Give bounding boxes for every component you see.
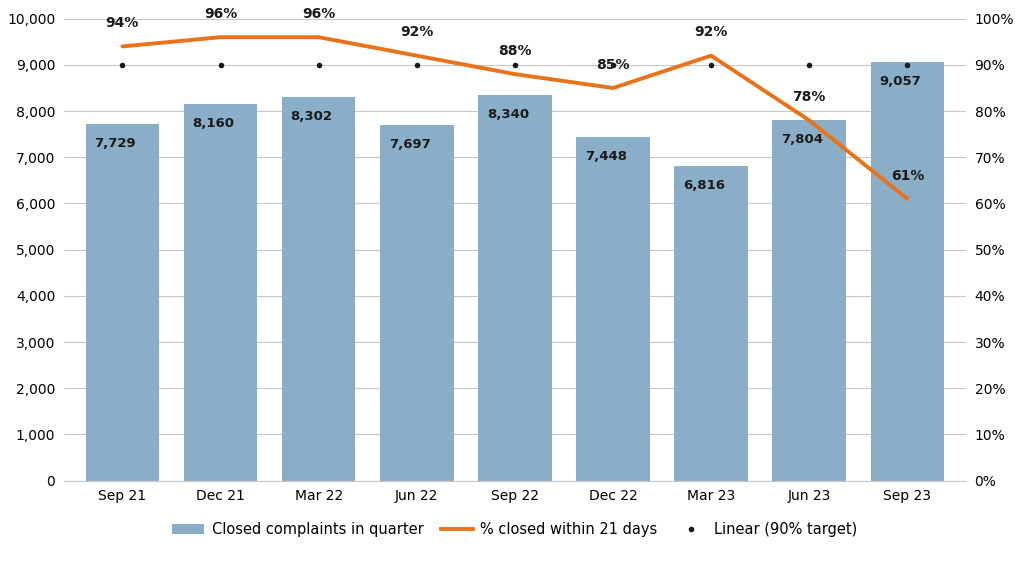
Text: 6,816: 6,816 xyxy=(683,179,725,192)
Bar xyxy=(184,104,257,481)
Text: 8,340: 8,340 xyxy=(487,108,529,122)
Text: 7,448: 7,448 xyxy=(585,149,627,163)
Text: 94%: 94% xyxy=(106,16,139,30)
Bar xyxy=(871,63,944,481)
Text: 92%: 92% xyxy=(400,25,434,39)
Text: 8,160: 8,160 xyxy=(193,116,235,130)
Bar xyxy=(576,137,649,481)
Text: 92%: 92% xyxy=(694,25,728,39)
Text: 85%: 85% xyxy=(596,58,630,72)
Text: 88%: 88% xyxy=(498,44,532,58)
Text: 7,729: 7,729 xyxy=(94,137,136,149)
Bar xyxy=(86,123,159,481)
Text: 7,804: 7,804 xyxy=(781,133,823,146)
Bar xyxy=(674,166,748,481)
Bar xyxy=(773,120,846,481)
Text: 9,057: 9,057 xyxy=(879,75,921,88)
Text: 61%: 61% xyxy=(890,168,924,182)
Legend: Closed complaints in quarter, % closed within 21 days, Linear (90% target): Closed complaints in quarter, % closed w… xyxy=(166,516,864,543)
Text: 96%: 96% xyxy=(302,7,335,21)
Text: 8,302: 8,302 xyxy=(291,110,333,123)
Bar xyxy=(282,97,355,481)
Bar xyxy=(380,125,453,481)
Bar xyxy=(478,96,551,481)
Text: 7,697: 7,697 xyxy=(389,138,431,151)
Text: 96%: 96% xyxy=(204,7,237,21)
Text: 78%: 78% xyxy=(792,90,826,104)
